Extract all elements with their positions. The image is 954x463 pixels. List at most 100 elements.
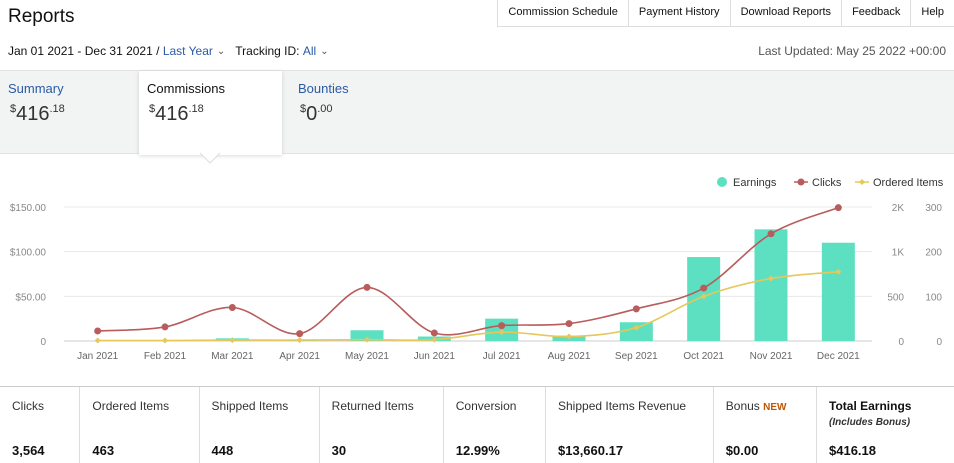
legend-earnings-swatch (717, 177, 727, 187)
page-title: Reports (8, 6, 75, 27)
legend-clicks-marker (797, 178, 805, 186)
earnings-bar (821, 242, 855, 341)
earnings-bar (619, 322, 653, 341)
x-tick-label: Jun 2021 (414, 351, 456, 362)
chevron-down-icon[interactable]: ⌄ (216, 45, 226, 57)
stats-bar: Clicks 3,564 Ordered Items 463 Shipped I… (0, 386, 954, 463)
payment-history-link[interactable]: Payment History (627, 0, 730, 26)
tab-commissions-label: Commissions (147, 81, 226, 96)
y-tick-right-ordered: 100 (925, 292, 942, 303)
legend-earnings-label: Earnings (733, 177, 777, 189)
top-nav: Commission Schedule Payment History Down… (497, 0, 954, 27)
ordered-items-point (229, 337, 236, 344)
tab-commissions[interactable]: Commissions $416.18 (139, 71, 282, 155)
stat-value: 463 (92, 443, 115, 458)
tab-summary-label: Summary (8, 81, 64, 96)
ordered-items-point (364, 336, 370, 343)
y-tick-right-clicks: 500 (887, 292, 904, 303)
stat-value: $416.18 (829, 443, 877, 458)
stat-value: 448 (211, 443, 234, 458)
commission-schedule-link[interactable]: Commission Schedule (497, 0, 627, 26)
download-reports-link[interactable]: Download Reports (729, 0, 842, 26)
tracking-label: Tracking ID: (235, 44, 300, 58)
legend-ordered-items-marker (859, 179, 865, 185)
clicks-point (498, 322, 506, 330)
stat-value: 30 (331, 443, 347, 458)
y-tick-right-ordered: 0 (936, 337, 942, 348)
earnings-bar (350, 330, 384, 341)
stat-label: Bonus NEW (725, 399, 787, 413)
tab-bounties-value: $0.00 (300, 103, 333, 125)
legend-ordered-items-label: Ordered Items (873, 177, 944, 189)
ordered-items-point (835, 268, 842, 275)
tab-summary-value: $416.18 (10, 103, 65, 125)
commissions-chart: $150.00 2K 300 $100.00 1K 200 $50.00 500 100 0 0 0 J… (10, 177, 944, 362)
legend-clicks-label: Clicks (812, 177, 842, 189)
stat-label: Ordered Items (92, 399, 170, 413)
stat-value: 3,564 (12, 443, 45, 458)
clicks-point (296, 330, 304, 338)
period-dropdown[interactable]: Last Year (162, 44, 213, 58)
tab-bounties[interactable]: Bounties $0.00 (290, 71, 430, 153)
y-tick-right-clicks: 2K (892, 203, 905, 214)
ordered-items-point (700, 293, 707, 300)
y-tick-left: $100.00 (10, 248, 47, 259)
x-tick-label: Aug 2021 (548, 351, 591, 362)
tab-bounties-label: Bounties (298, 81, 349, 96)
x-tick-label: May 2021 (345, 351, 389, 362)
date-range: Jan 01 2021 - Dec 31 2021 (8, 44, 153, 58)
stat-label: Conversion (455, 399, 517, 413)
chevron-down-icon[interactable]: ⌄ (320, 45, 329, 57)
clicks-point (430, 329, 438, 337)
ordered-items-point (498, 329, 505, 336)
ordered-items-point (94, 337, 101, 344)
clicks-point (632, 305, 640, 313)
y-tick-left: 0 (40, 337, 46, 348)
tab-commissions-value: $416.18 (149, 103, 204, 125)
y-tick-right-clicks: 1K (892, 248, 905, 259)
stat-label: Total Earnings (Includes Bonus) (829, 399, 912, 428)
tab-summary[interactable]: Summary $416.18 (0, 71, 139, 153)
filter-bar: Jan 01 2021 - Dec 31 2021 / Last Year ⌄ T… (8, 44, 329, 58)
ordered-items-point (431, 336, 438, 343)
y-tick-right-ordered: 200 (925, 248, 942, 259)
clicks-point (228, 304, 236, 311)
separator: / (156, 44, 160, 58)
x-tick-label: Sep 2021 (615, 351, 658, 362)
stat-shipped-revenue: Shipped Items Revenue $13,660.17 (546, 387, 714, 463)
help-link[interactable]: Help (910, 0, 954, 26)
stat-label: Returned Items (331, 399, 414, 413)
ordered-items-point (633, 324, 640, 331)
stat-conversion: Conversion 12.99% (444, 387, 546, 463)
y-tick-left: $150.00 (10, 203, 47, 214)
x-tick-label: Nov 2021 (750, 351, 793, 362)
stat-sublabel: (Includes Bonus) (829, 417, 911, 428)
clicks-point (565, 320, 573, 328)
tracking-dropdown[interactable]: All (302, 44, 317, 58)
clicks-point (834, 204, 842, 212)
x-tick-label: Oct 2021 (683, 351, 724, 362)
new-badge: NEW (763, 402, 787, 413)
feedback-link[interactable]: Feedback (841, 0, 910, 26)
ordered-items-line (97, 270, 839, 342)
stat-label: Shipped Items (211, 399, 289, 413)
clicks-point (363, 283, 371, 291)
active-tab-pointer (199, 152, 221, 164)
stat-total-earnings: Total Earnings (Includes Bonus) $416.18 (817, 387, 954, 463)
clicks-point (767, 230, 775, 238)
y-tick-right-ordered: 300 (925, 203, 942, 214)
stat-clicks: Clicks 3,564 (0, 387, 81, 463)
x-tick-label: Jul 2021 (483, 351, 521, 362)
stat-shipped-items: Shipped Items 448 (200, 387, 320, 463)
stat-value: $0.00 (725, 443, 759, 458)
clicks-line (97, 206, 839, 336)
ordered-items-point (768, 275, 774, 282)
y-tick-left: $50.00 (15, 292, 46, 303)
stat-value: $13,660.17 (558, 443, 624, 458)
stat-value: 12.99% (455, 443, 500, 458)
x-tick-label: Mar 2021 (211, 351, 254, 362)
stat-returned-items: Returned Items 30 (320, 387, 444, 463)
ordered-items-point (566, 333, 572, 340)
summary-tabs: Summary $416.18 Commissions $416.18 Boun… (0, 70, 954, 155)
stat-ordered-items: Ordered Items 463 (80, 387, 200, 463)
